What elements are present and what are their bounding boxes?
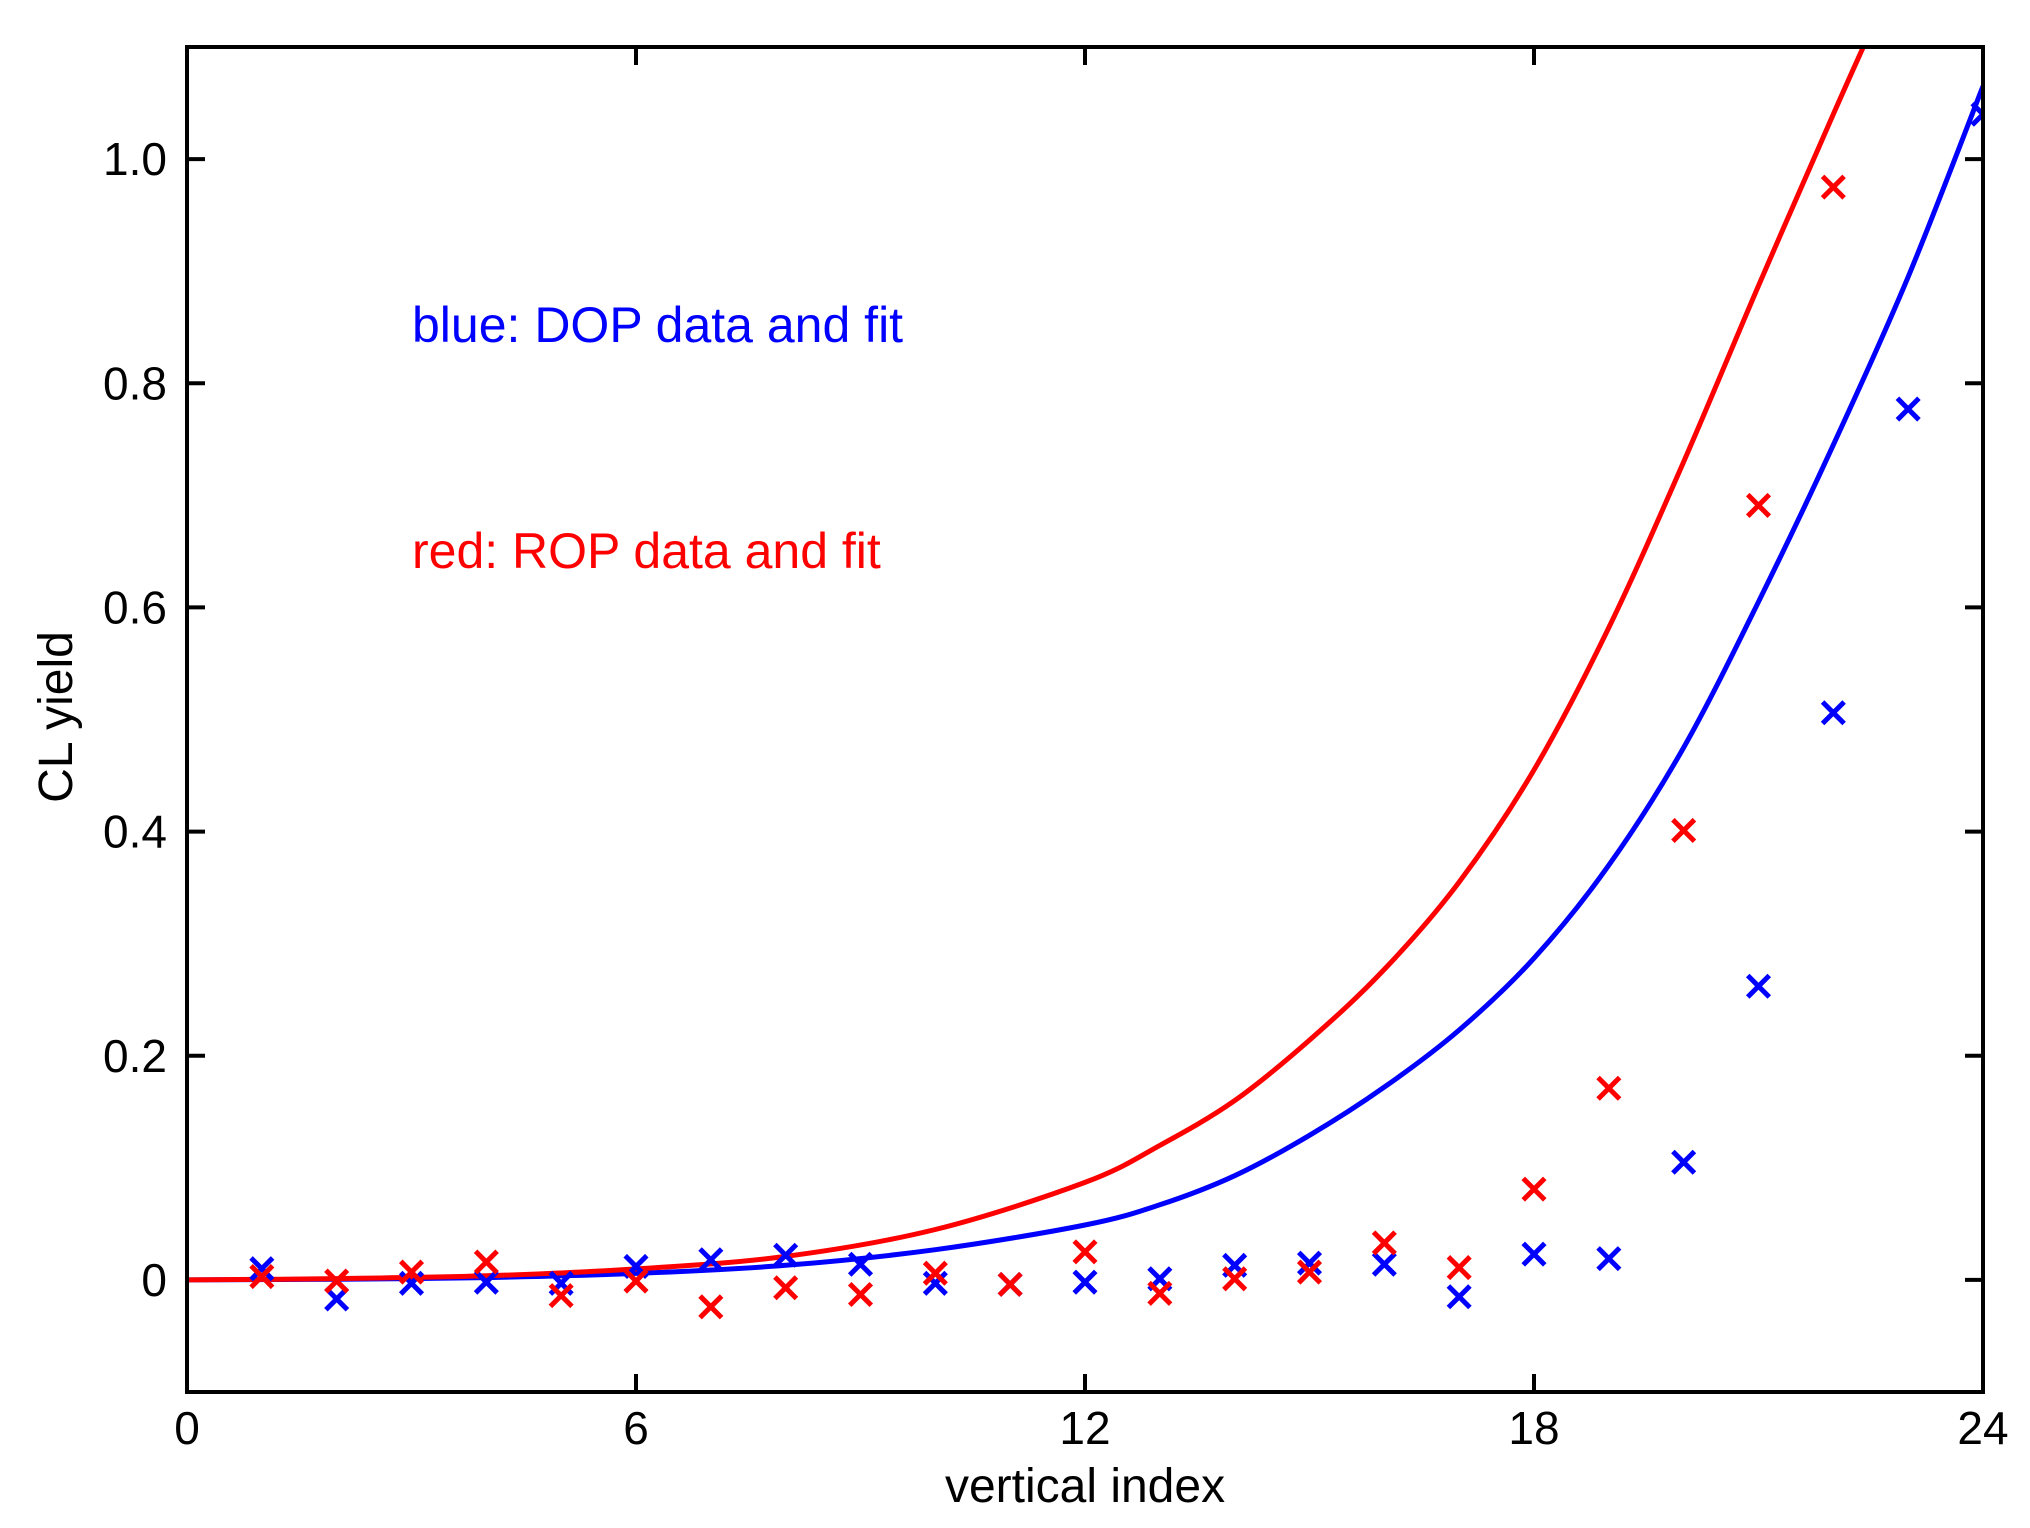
rop-data-point bbox=[1745, 492, 1772, 518]
dop-data-point bbox=[773, 1242, 799, 1268]
y-tick-label: 0 bbox=[141, 1254, 167, 1306]
fit-line-rop-fit bbox=[187, 47, 1866, 1283]
plot-frame bbox=[185, 45, 1985, 1394]
rop-data-point bbox=[398, 1259, 425, 1285]
rop-data-point bbox=[1671, 817, 1697, 843]
rop-data-point bbox=[698, 1294, 724, 1320]
axis-tick-labels: 0 6 12 18 24 0 0.2 0.4 0.6 0.8 1.0 bbox=[103, 133, 2009, 1454]
rop-data-point bbox=[1596, 1075, 1622, 1101]
dop-data-point bbox=[249, 1256, 275, 1282]
rop-data-point bbox=[1820, 174, 1846, 200]
dop-data-point bbox=[1970, 101, 1983, 127]
rop-data-point bbox=[1147, 1280, 1173, 1306]
rop-data-point bbox=[473, 1249, 499, 1275]
rop-data-point bbox=[548, 1283, 574, 1309]
rop-data-point bbox=[1521, 1176, 1547, 1202]
y-tick-label: 1.0 bbox=[103, 133, 167, 185]
y-axis-label: CL yield bbox=[30, 631, 83, 803]
rop-data-point bbox=[1446, 1255, 1472, 1281]
plot-area bbox=[187, 47, 1983, 1320]
dop-data-point bbox=[1745, 973, 1772, 999]
y-tick-label: 0.6 bbox=[103, 581, 167, 633]
y-tick-label: 0.4 bbox=[103, 806, 167, 858]
fit-line-dop-fit bbox=[187, 85, 1983, 1283]
dop-data-point bbox=[1596, 1246, 1622, 1272]
x-tick-label: 6 bbox=[623, 1402, 649, 1454]
y-tick-label: 0.8 bbox=[103, 357, 167, 409]
dop-data-point bbox=[1446, 1284, 1472, 1310]
x-tick-label: 18 bbox=[1508, 1402, 1559, 1454]
dop-data-point bbox=[847, 1251, 874, 1277]
dop-data-point bbox=[1371, 1251, 1397, 1277]
dop-data-point bbox=[473, 1269, 499, 1295]
dop-data-point bbox=[1671, 1149, 1697, 1175]
x-tick-label: 12 bbox=[1059, 1402, 1110, 1454]
dop-data-point bbox=[1072, 1269, 1098, 1295]
axis-ticks bbox=[185, 47, 1985, 1392]
rop-data-point bbox=[249, 1264, 275, 1290]
rop-data-point bbox=[773, 1275, 799, 1301]
x-axis-label: vertical index bbox=[945, 1460, 1225, 1513]
dop-data-point bbox=[1895, 396, 1921, 422]
rop-data-point bbox=[847, 1281, 874, 1308]
rop-data-point bbox=[1072, 1239, 1098, 1265]
annotation-rop: red: ROP data and fit bbox=[412, 523, 881, 579]
rop-data-point bbox=[1371, 1230, 1397, 1256]
rop-data-point bbox=[623, 1268, 649, 1294]
rop-data-point bbox=[997, 1271, 1023, 1297]
dop-data-point bbox=[1521, 1241, 1547, 1267]
y-tick-label: 0.2 bbox=[103, 1030, 167, 1082]
rop-data-point bbox=[324, 1268, 350, 1294]
rop-data-point bbox=[922, 1260, 948, 1286]
rop-data-point bbox=[1222, 1266, 1248, 1292]
x-tick-label: 0 bbox=[174, 1402, 200, 1454]
annotation-dop: blue: DOP data and fit bbox=[412, 297, 903, 353]
dop-data-point bbox=[324, 1286, 350, 1312]
dop-data-point bbox=[698, 1247, 724, 1273]
x-tick-label: 24 bbox=[1957, 1402, 2008, 1454]
rop-data-point bbox=[1296, 1259, 1323, 1285]
dop-data-point bbox=[1820, 700, 1846, 726]
